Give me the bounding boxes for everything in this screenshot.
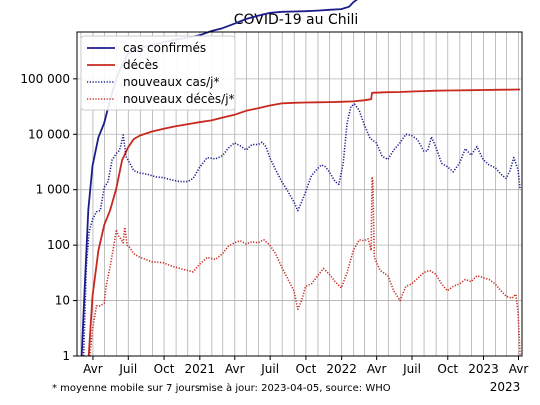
footnote-moving-average: * moyenne mobile sur 7 jours [52,383,200,394]
y-tick-label: 10 000 [28,127,70,141]
x-axis: Avr Juil Oct 2021 Avr Juil Oct 2022 Avr Juil Oct 20… [83,356,528,376]
y-tick-label: 10 [55,294,70,308]
x-tick-label: 2021 [185,362,216,376]
y-tick-label: 100 [47,238,70,252]
x-tick-label: Juil [260,362,279,376]
y-tick-label: 100 000 [20,72,70,86]
chart-title: COVID-19 au Chili [234,12,359,28]
plot-frame [76,31,523,357]
y-tick-label: 1 000 [36,183,70,197]
footnote-source: mise à jour: 2023-04-05, source: WHO [199,382,391,394]
x-tick-label: Juil [118,362,137,376]
y-axis: 1 10 100 1 000 10 000 100 000 [20,72,77,363]
y-tick-label: 1 [62,349,70,363]
legend-box [80,35,236,111]
legend-label-3: nouveaux décès/j* [123,92,235,106]
legend-label-2: nouveaux cas/j* [123,75,220,89]
x-tick-label: Avr [225,362,245,376]
x-tick-label: Oct [296,362,317,376]
series-line-2 [82,103,521,357]
series-line-3 [89,176,521,357]
x-axis-year-label: 2023 [490,380,521,394]
legend-label-0: cas confirmés [123,41,206,55]
legend-label-1: décès [123,58,158,72]
x-tick-label: 2022 [326,362,357,376]
x-tick-label: Oct [437,362,458,376]
x-tick-label: Avr [509,362,529,376]
x-tick-label: Avr [83,362,103,376]
legend: cas confirmés décès nouveaux cas/j* nouveau… [80,35,236,111]
x-tick-label: Juil [402,362,421,376]
x-tick-label: Oct [154,362,175,376]
x-tick-label: 2023 [468,362,499,376]
series-line-1 [87,88,521,357]
x-tick-label: Avr [367,362,387,376]
